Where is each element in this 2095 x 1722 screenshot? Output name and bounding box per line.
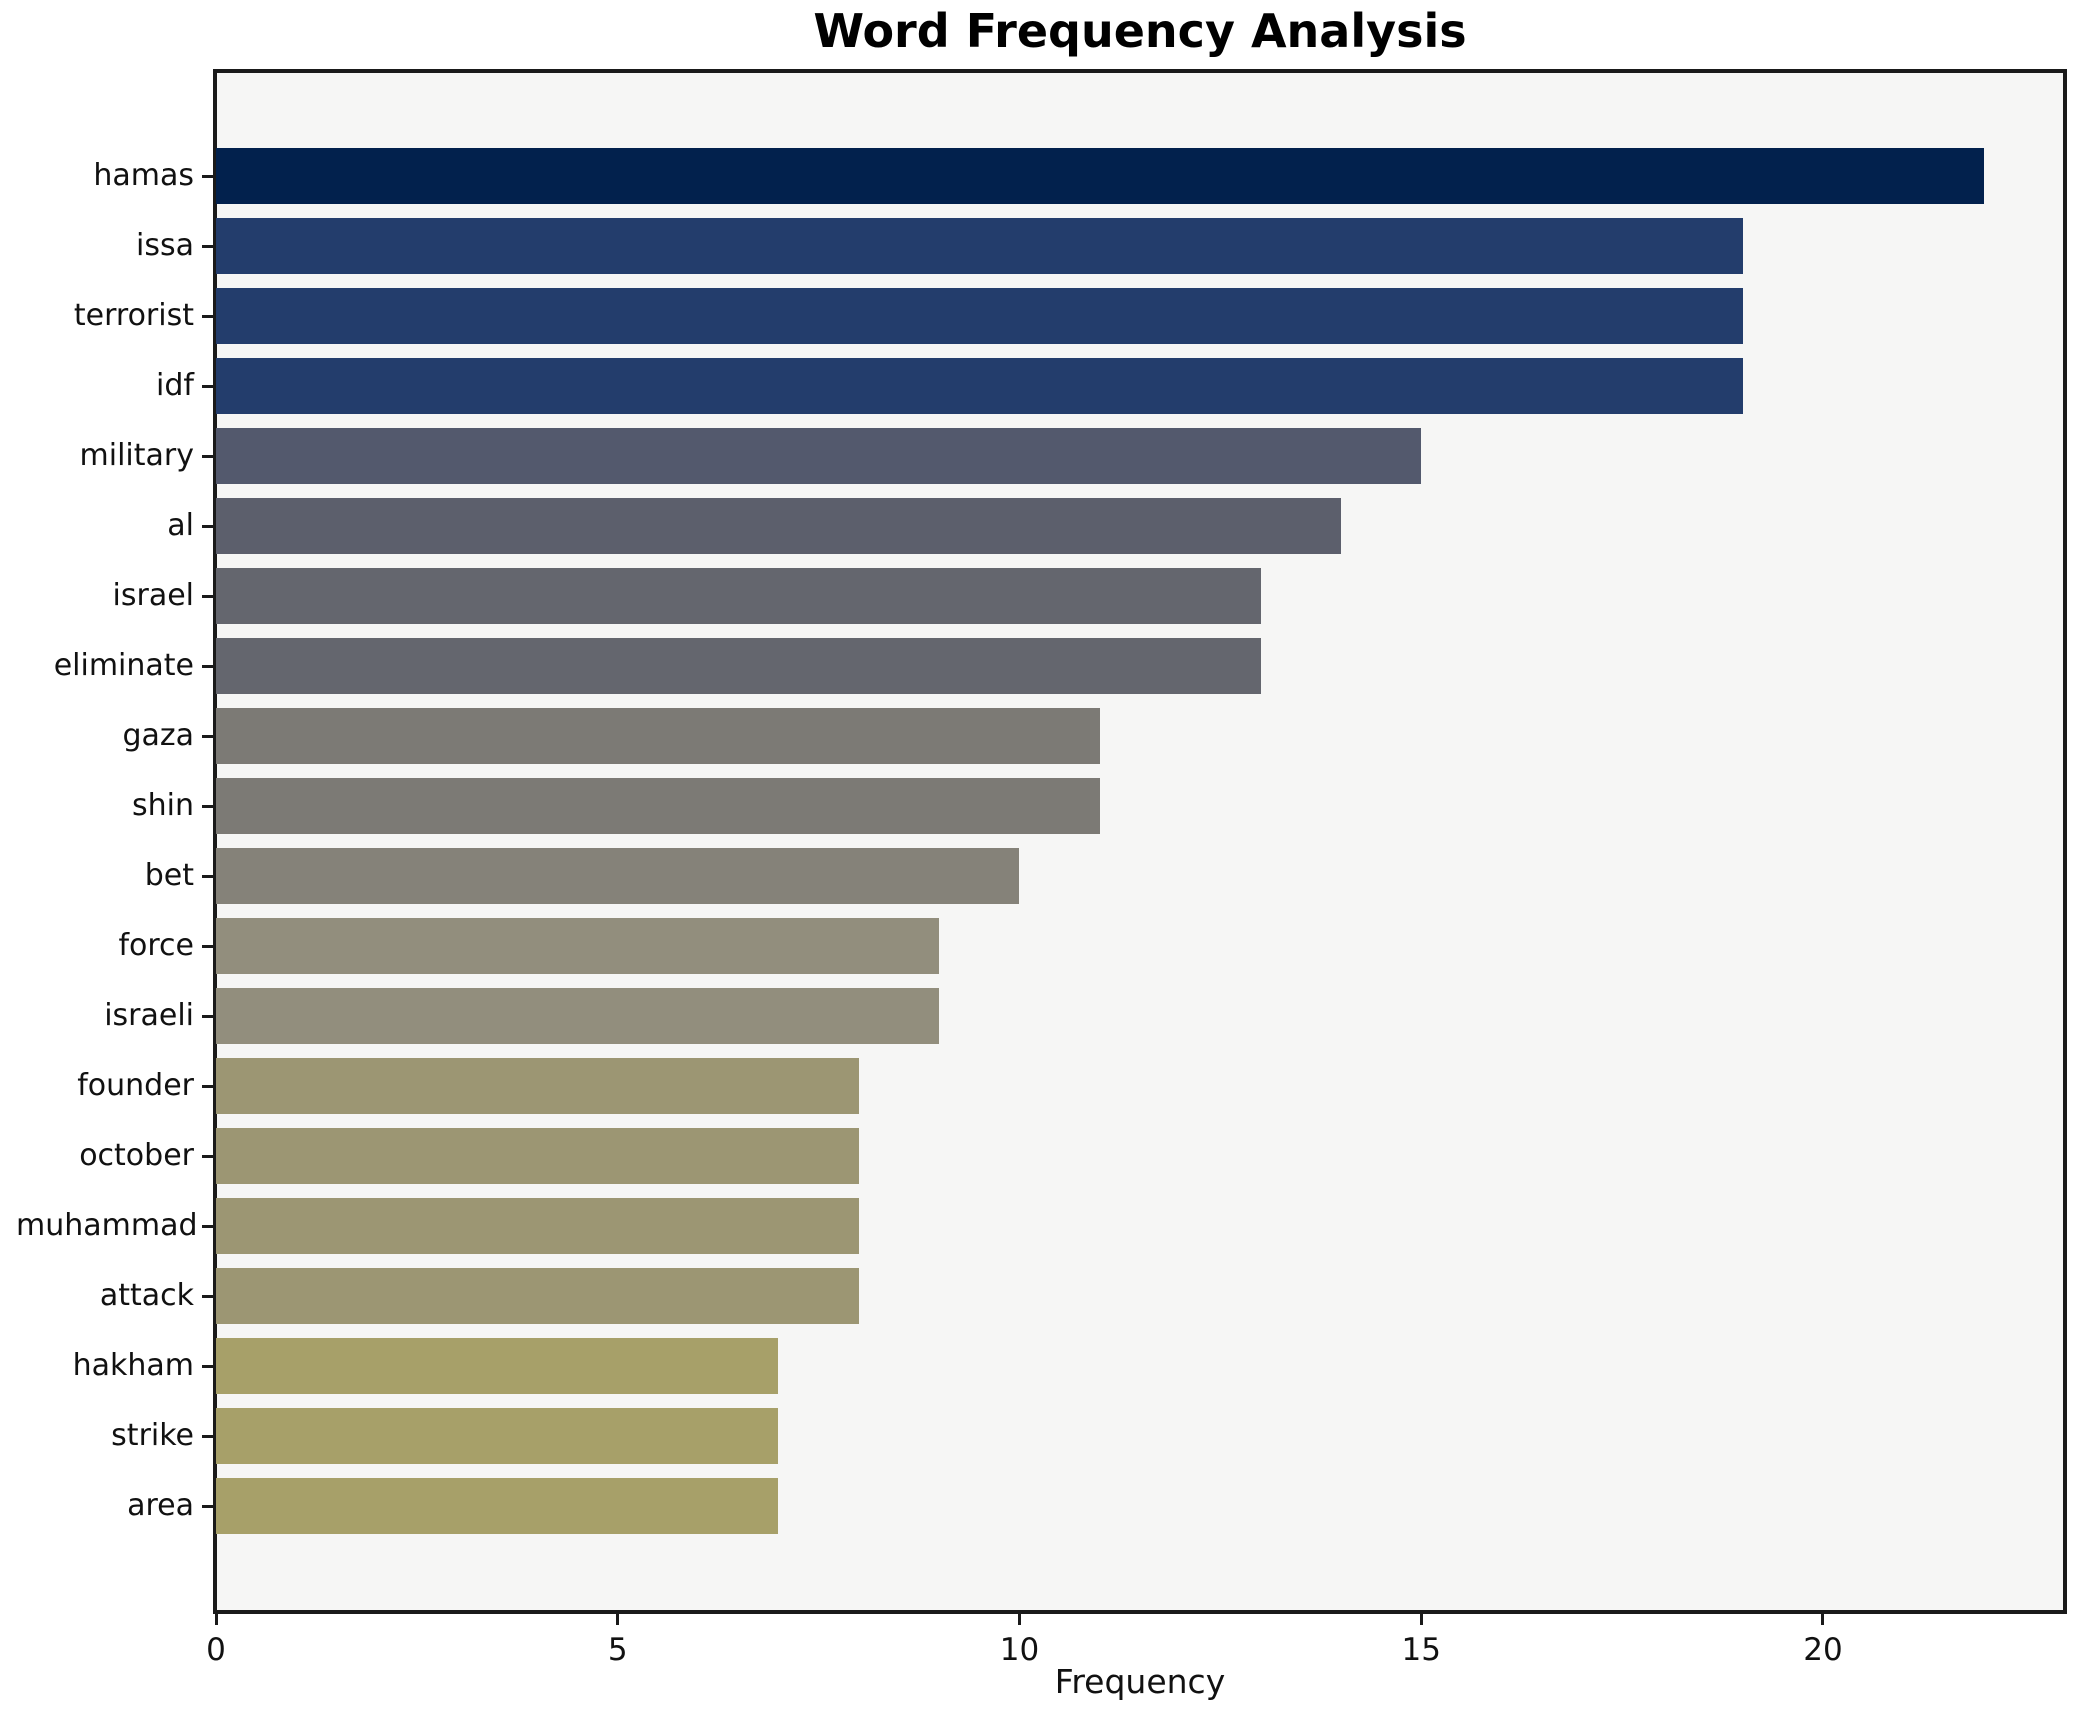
y-tick-label-shin: shin [132,788,194,823]
y-tick-mark [202,944,214,948]
y-tick-label-hamas: hamas [93,158,194,193]
bar-al [216,498,1341,554]
y-tick-mark [202,314,214,318]
bar-force [216,918,940,974]
y-tick-label-founder: founder [77,1068,194,1103]
y-tick-mark [202,1154,214,1158]
x-tick-mark [1419,1612,1423,1625]
spine-top [213,69,2067,73]
y-tick-label-israeli: israeli [104,998,194,1033]
chart-title: Word Frequency Analysis [813,4,1467,58]
y-tick-label-al: al [167,508,194,543]
x-tick-mark [1821,1612,1825,1625]
x-tick-label-0: 0 [206,1632,226,1668]
y-tick-label-area: area [127,1488,194,1523]
spine-left [213,69,217,1614]
y-tick-mark [202,244,214,248]
y-tick-label-bet: bet [144,858,194,893]
x-tick-mark [616,1612,620,1625]
x-axis-title: Frequency [1054,1662,1226,1701]
bar-hakham [216,1338,779,1394]
y-tick-mark [202,734,214,738]
bar-eliminate [216,638,1261,694]
y-tick-mark [202,174,214,178]
bar-israel [216,568,1261,624]
y-tick-mark [202,1084,214,1088]
bar-founder [216,1058,859,1114]
bar-terrorist [216,288,1743,344]
bar-strike [216,1408,779,1464]
y-tick-label-attack: attack [99,1278,194,1313]
y-tick-mark [202,1014,214,1018]
y-tick-mark [202,804,214,808]
y-tick-mark [202,454,214,458]
bar-october [216,1128,859,1184]
x-tick-label-10: 10 [999,1632,1040,1668]
y-tick-label-idf: idf [156,368,194,403]
x-tick-mark [1017,1612,1021,1625]
y-tick-label-force: force [118,928,194,963]
y-tick-label-eliminate: eliminate [53,648,194,683]
y-tick-label-gaza: gaza [122,718,194,753]
bar-issa [216,218,1743,274]
y-tick-mark [202,524,214,528]
y-tick-label-terrorist: terrorist [73,298,194,333]
y-tick-label-hakham: hakham [72,1348,194,1383]
x-tick-mark [214,1612,218,1625]
y-tick-label-muhammad: muhammad [16,1208,198,1243]
y-tick-mark [202,594,214,598]
bar-hamas [216,148,1984,204]
bar-muhammad [216,1198,859,1254]
y-tick-label-october: october [79,1138,194,1173]
y-tick-label-israel: israel [112,578,194,613]
bar-military [216,428,1422,484]
bar-gaza [216,708,1100,764]
y-tick-mark [202,664,214,668]
spine-bottom [213,1610,2067,1614]
x-tick-label-5: 5 [607,1632,628,1668]
y-tick-mark [202,1294,214,1298]
y-tick-mark [202,1434,214,1438]
y-tick-label-strike: strike [111,1418,194,1453]
bar-attack [216,1268,859,1324]
y-tick-mark [202,1504,214,1508]
bar-idf [216,358,1743,414]
y-tick-mark [202,384,214,388]
spine-right [2063,69,2067,1614]
y-tick-label-issa: issa [136,228,194,263]
y-tick-label-military: military [79,438,194,473]
y-tick-mark [202,874,214,878]
bar-bet [216,848,1020,904]
bar-israeli [216,988,940,1044]
bar-shin [216,778,1100,834]
y-tick-mark [202,1224,214,1228]
x-tick-label-20: 20 [1803,1632,1843,1668]
x-tick-label-15: 15 [1401,1632,1441,1668]
y-tick-mark [202,1364,214,1368]
bar-area [216,1478,779,1534]
